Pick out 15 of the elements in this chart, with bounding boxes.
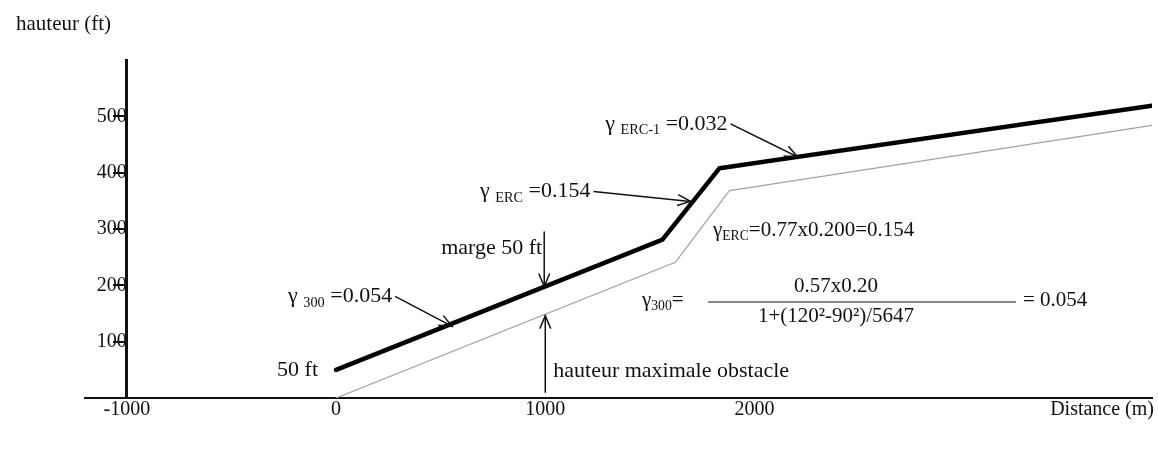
annotation: 50 ft <box>277 355 319 381</box>
annotation: γ ERC-1 =0.032 <box>604 109 728 138</box>
x-axis-title: Distance (m) <box>1050 397 1155 421</box>
annotation: γ ERC =0.154 <box>479 177 591 205</box>
annotation: 1+(120²-90²)/5647 <box>757 302 915 327</box>
annotation: hauteur maximale obstacle <box>553 356 790 382</box>
x-tick-label: 0 <box>331 397 342 420</box>
x-tick-label: 1000 <box>525 397 566 420</box>
annotation: 0.57x0.20 <box>794 272 878 297</box>
y-axis-title: hauteur (ft) <box>16 10 112 35</box>
x-tick-label: 2000 <box>734 397 775 420</box>
annotation: γ 300 =0.054 <box>287 282 393 310</box>
annotation: marge 50 ft <box>441 234 543 260</box>
annotation: = 0.054 <box>1023 286 1088 311</box>
x-tick-label: -1000 <box>103 397 151 420</box>
